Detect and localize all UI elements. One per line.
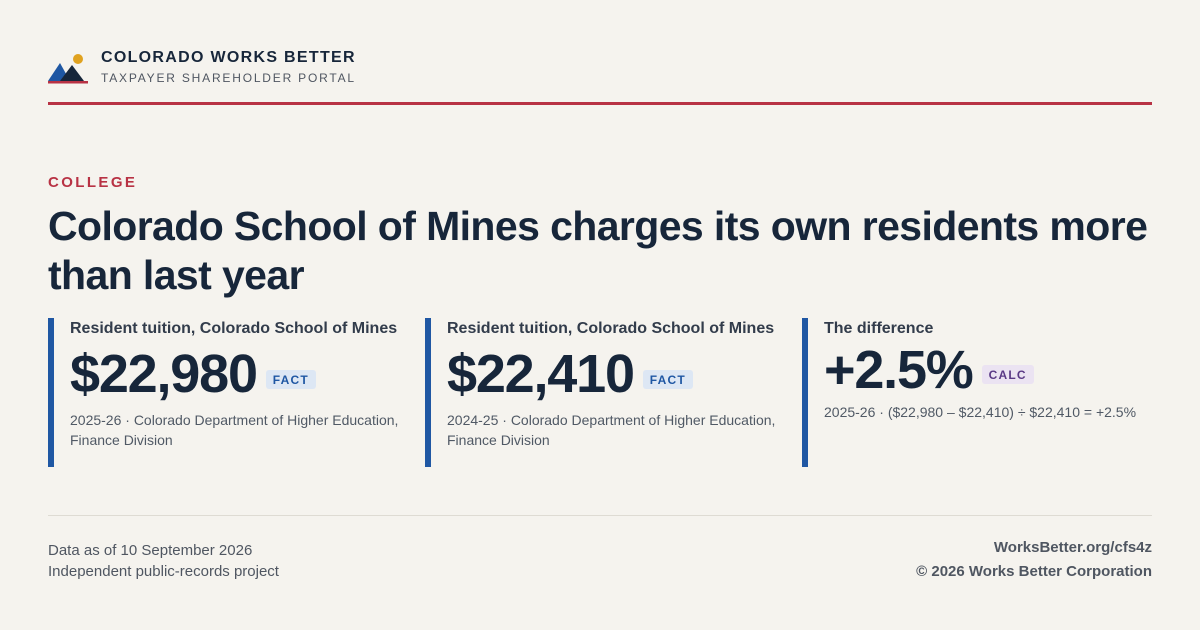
header-divider [48, 102, 1152, 105]
brand-subtitle: TAXPAYER SHAREHOLDER PORTAL [101, 71, 356, 85]
data-date: Data as of 10 September 2026 [48, 542, 253, 559]
stat-label: The difference [824, 320, 934, 337]
stat-value-row: +2.5% CALC [824, 340, 1152, 400]
headline: Colorado School of Mines charges its own… [48, 203, 1148, 298]
stat-current-tuition: Resident tuition, Colorado School of Min… [48, 318, 403, 467]
stat-label: Resident tuition, Colorado School of Min… [447, 320, 775, 337]
mountain-sun-icon [48, 54, 88, 84]
stat-source: 2024-25 · Colorado Department of Higher … [447, 412, 776, 448]
stat-value: $22,410 [447, 344, 635, 404]
fact-badge: FACT [642, 369, 693, 389]
stat-source: 2025-26 · Colorado Department of Higher … [70, 412, 399, 448]
stat-difference: The difference +2.5% CALC 2025-26 · ($22… [802, 318, 1152, 467]
footer-divider [48, 515, 1152, 516]
stat-calculation: 2025-26 · ($22,980 – $22,410) ÷ $22,410 … [824, 404, 1137, 420]
brand-title: COLORADO WORKS BETTER [101, 49, 356, 66]
category-kicker: COLLEGE [48, 174, 138, 191]
footer-links: WorksBetter.org/cfs4z © 2026 Works Bette… [916, 536, 1152, 584]
brand-text: COLORADO WORKS BETTER TAXPAYER SHAREHOLD… [101, 48, 356, 86]
copyright: © 2026 Works Better Corporation [916, 563, 1152, 580]
project-note: Independent public-records project [48, 563, 279, 580]
calc-badge: CALC [981, 364, 1034, 384]
stat-value-row: $22,980 FACT [70, 344, 403, 404]
stat-value-row: $22,410 FACT [447, 344, 780, 404]
fact-badge: FACT [265, 369, 316, 389]
short-url-link[interactable]: WorksBetter.org/cfs4z [993, 539, 1152, 556]
stat-label: Resident tuition, Colorado School of Min… [70, 320, 398, 337]
stat-value: $22,980 [70, 344, 258, 404]
brand-header: COLORADO WORKS BETTER TAXPAYER SHAREHOLD… [48, 48, 356, 86]
stat-value: +2.5% [824, 340, 974, 400]
stat-previous-tuition: Resident tuition, Colorado School of Min… [425, 318, 780, 467]
footer-info: Data as of 10 September 2026 Independent… [48, 540, 279, 582]
